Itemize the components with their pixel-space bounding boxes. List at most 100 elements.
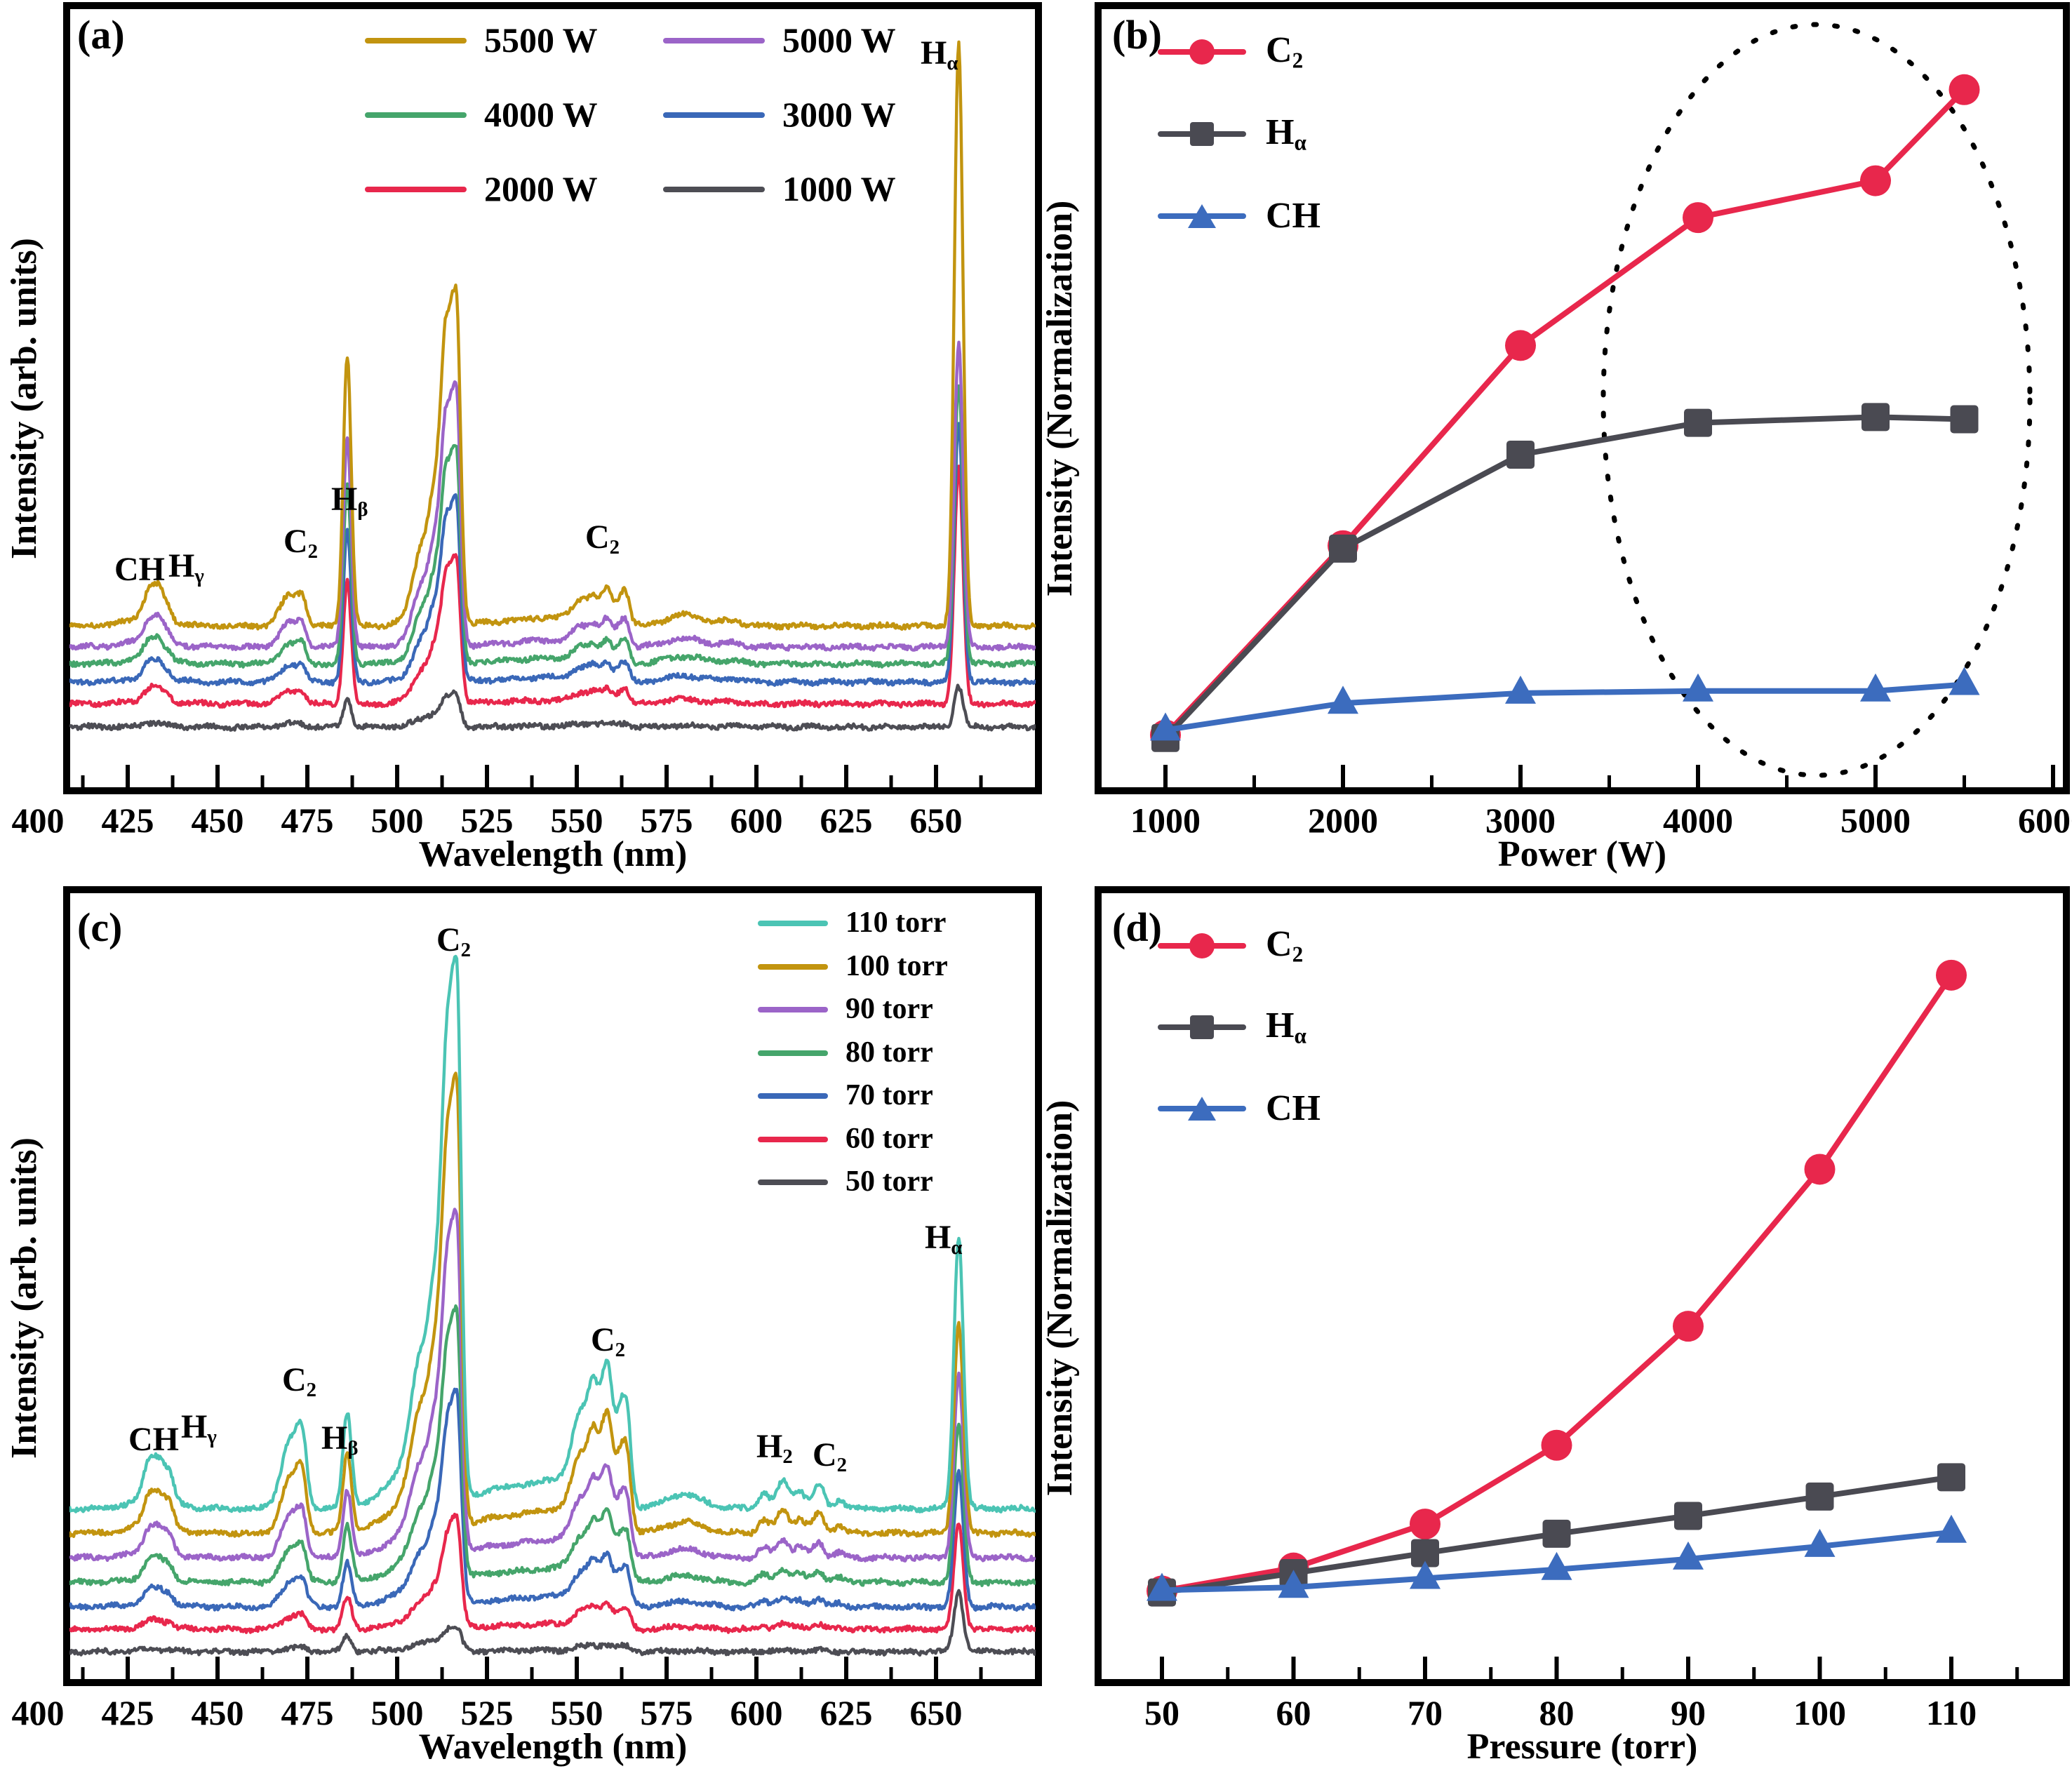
square-marker-icon <box>1190 1015 1214 1039</box>
annotation-Hγ: Hγ <box>181 1408 217 1449</box>
panel-b-letter: (b) <box>1112 12 1162 58</box>
x-tick-label: 50 <box>1144 1693 1179 1732</box>
annotation-C2: C2 <box>283 523 319 563</box>
legend-label: 60 torr <box>845 1122 933 1155</box>
x-tick-label: 550 <box>550 1693 603 1732</box>
legend-swatch-90-torr <box>758 1007 828 1012</box>
spectrum-curve-50-torr <box>69 1589 1036 1657</box>
CH-marker <box>1505 675 1536 704</box>
panel-a-letter: (a) <box>77 12 125 58</box>
legend-label: 80 torr <box>845 1036 933 1069</box>
x-tick-label: 1000 <box>1130 801 1201 840</box>
legend-label: CH <box>1266 196 1321 236</box>
x-tick-label: 525 <box>460 1693 514 1732</box>
x-tick-label: 110 <box>1925 1693 1977 1732</box>
spectrum-curve-60-torr <box>69 1512 1036 1634</box>
CH-marker <box>1949 667 1980 695</box>
x-tick-label: 80 <box>1539 1693 1575 1732</box>
panel-d-frame <box>1095 886 2070 1686</box>
CH-marker <box>1673 1541 1704 1570</box>
x-tick-label: 60 <box>1276 1693 1311 1732</box>
spectrum-curve-100-torr <box>69 1071 1036 1538</box>
Ha-marker <box>1950 405 1979 434</box>
legend-label: 100 torr <box>845 949 948 982</box>
legend-item-Ha: Hα <box>1158 112 1306 155</box>
x-tick-label: 575 <box>640 1693 693 1732</box>
legend-swatch-5000-W <box>663 38 765 44</box>
Ha-legend-swatch <box>1158 1010 1246 1044</box>
legend-label: 70 torr <box>845 1079 933 1112</box>
legend-label: 5500 W <box>484 20 598 60</box>
annotation-Hβ: Hβ <box>331 481 368 521</box>
legend-label: 110 torr <box>845 907 947 940</box>
CH-marker <box>1410 1560 1441 1589</box>
CH-marker <box>1683 673 1713 702</box>
legend-item-Ha: Hα <box>1158 1005 1306 1048</box>
C2-marker <box>1505 330 1536 361</box>
triangle-marker-icon <box>1188 204 1216 228</box>
square-marker-icon <box>1190 122 1214 146</box>
spectrum-curve-5500-W <box>69 40 1036 631</box>
annotation-H2: H2 <box>756 1428 793 1469</box>
spectrum-curve-70-torr <box>69 1387 1036 1612</box>
x-tick-label: 450 <box>191 1693 244 1732</box>
x-tick-label: 650 <box>909 801 963 840</box>
CH-marker <box>1328 686 1358 714</box>
C2-marker <box>1936 959 1967 991</box>
x-tick-label: 550 <box>550 801 603 840</box>
legend-label: C2 <box>1266 924 1304 967</box>
legend-swatch-5500-W <box>365 38 467 44</box>
x-tick-label: 70 <box>1408 1693 1443 1732</box>
series-line-Ha <box>1163 414 1965 740</box>
CH-marker <box>1936 1514 1967 1543</box>
triangle-marker-icon <box>1188 1097 1216 1121</box>
legend-swatch-70-torr <box>758 1093 828 1099</box>
series-line-CH <box>1165 681 1965 733</box>
CH-marker <box>1278 1570 1309 1598</box>
annotation-CH: CH <box>128 1421 179 1458</box>
annotation-C2: C2 <box>436 921 472 962</box>
CH-marker <box>1147 1572 1177 1601</box>
panel-c-y-axis-title: Intensity (arb. units) <box>4 1137 44 1459</box>
legend-label: Hα <box>1266 1005 1306 1048</box>
legend-swatch-110-torr <box>758 921 828 926</box>
legend-swatch-3000-W <box>663 112 765 118</box>
legend-swatch-2000-W <box>365 187 467 192</box>
annotation-C2: C2 <box>591 1321 626 1362</box>
x-tick-label: 575 <box>640 801 693 840</box>
x-tick-label: 625 <box>820 801 873 840</box>
spectrum-curve-4000-W <box>69 384 1036 669</box>
x-tick-label: 625 <box>820 1693 873 1732</box>
spectrum-curve-110-torr <box>69 954 1036 1513</box>
CH-marker <box>1860 673 1891 702</box>
x-tick-label: 500 <box>370 801 424 840</box>
annotation-Hα: Hα <box>925 1219 963 1259</box>
annotation-Hβ: Hβ <box>321 1419 359 1460</box>
Ha-marker <box>1506 440 1535 469</box>
legend-label: 4000 W <box>484 95 598 134</box>
Ha-marker <box>1862 403 1890 432</box>
panel-d-y-axis-title: Intensity (Normalization) <box>1040 1099 1080 1497</box>
C2-marker <box>1673 1311 1704 1342</box>
x-tick-label: 3000 <box>1485 801 1556 840</box>
legend-swatch-80-torr <box>758 1050 828 1056</box>
legend-swatch-60-torr <box>758 1136 828 1142</box>
legend-item-CH: CH <box>1158 1088 1321 1128</box>
C2-marker <box>1949 74 1980 105</box>
Ha-marker <box>1937 1463 1965 1492</box>
legend-label: Hα <box>1266 112 1306 155</box>
x-tick-label: 6000 <box>2018 801 2072 840</box>
Ha-marker <box>1805 1482 1834 1511</box>
panel-a-y-axis-title: Intensity (arb. units) <box>4 238 44 559</box>
circle-marker-icon <box>1189 39 1215 65</box>
legend-label: 3000 W <box>782 95 896 134</box>
x-tick-label: 475 <box>281 801 334 840</box>
panel-c-frame <box>63 886 1042 1686</box>
panel-a-frame <box>63 2 1042 794</box>
legend-label: CH <box>1266 1088 1321 1128</box>
CH-marker <box>1804 1528 1836 1557</box>
CH-legend-swatch <box>1158 1092 1246 1125</box>
C2-legend-swatch <box>1158 929 1246 963</box>
C2-marker <box>1541 1429 1572 1461</box>
